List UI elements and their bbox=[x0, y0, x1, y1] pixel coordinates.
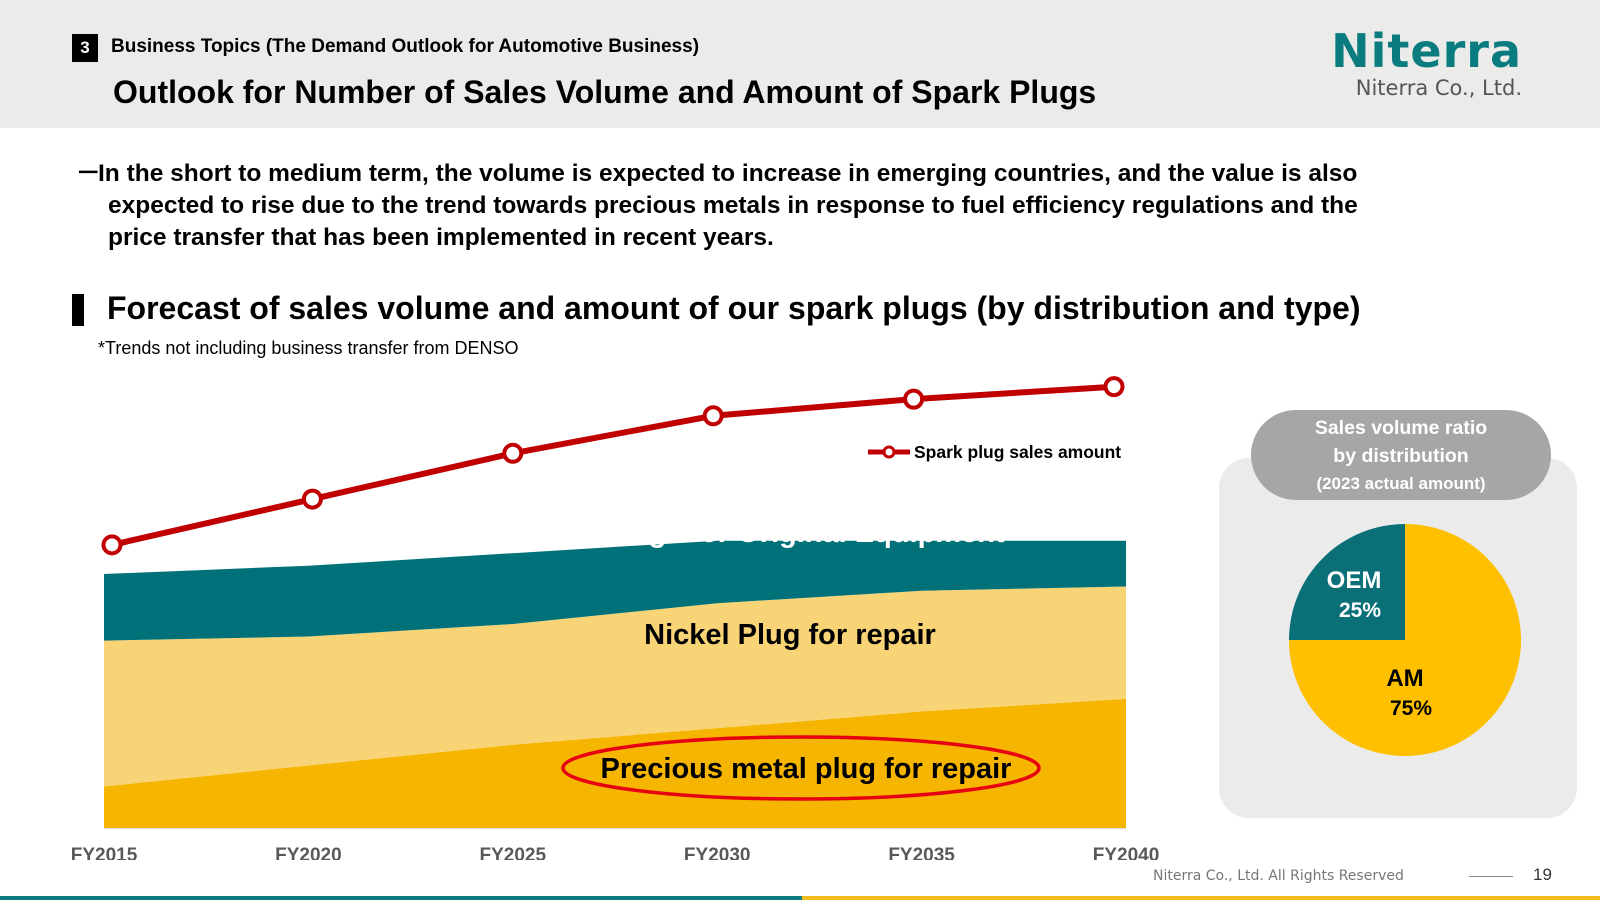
footer-copyright: Niterra Co., Ltd. All Rights Reserved bbox=[1153, 868, 1404, 884]
sales-amount-point bbox=[502, 442, 524, 464]
label-original-equipment: Plugs for Original Equipment bbox=[603, 517, 1005, 549]
area-line-chart: Plugs for Original Equipment Nickel Plug … bbox=[71, 376, 1160, 860]
bottom-bar-teal bbox=[0, 896, 802, 900]
x-tick-label: FY2035 bbox=[888, 845, 955, 860]
x-tick-label: FY2025 bbox=[480, 845, 547, 860]
summary-bullet: － In the short to medium term, the volum… bbox=[76, 158, 1536, 254]
legend-label: Spark plug sales amount bbox=[914, 442, 1121, 462]
distribution-pie-chart: AM 75% OEM 25% bbox=[1289, 524, 1521, 756]
subheading-marker bbox=[72, 294, 84, 326]
company-logo: Niterra Niterra Co., Ltd. bbox=[1331, 26, 1522, 100]
sales-amount-point bbox=[702, 405, 724, 427]
sales-amount-point bbox=[301, 488, 323, 510]
area-original-equipment bbox=[104, 540, 1126, 641]
page-title: Outlook for Number of Sales Volume and A… bbox=[113, 74, 1097, 110]
bottom-bar-gold bbox=[802, 896, 1600, 900]
bullet-line-3: price transfer that has been implemented… bbox=[108, 224, 774, 251]
pie-title-line-2: by distribution bbox=[1333, 445, 1469, 467]
sales-amount-point bbox=[101, 534, 123, 556]
x-tick-label: FY2040 bbox=[1093, 845, 1160, 860]
label-nickel: Nickel Plug for repair bbox=[644, 619, 936, 651]
area-precious-metal bbox=[104, 698, 1126, 828]
pie-title: Sales volume ratio by distribution (2023… bbox=[1251, 410, 1551, 500]
logo-wordmark: Niterra bbox=[1331, 24, 1522, 78]
sales-amount-point bbox=[1103, 376, 1125, 398]
highlight-ellipse bbox=[561, 735, 1041, 801]
pie-slice-oem bbox=[1289, 524, 1405, 640]
section-number-badge: 3 bbox=[72, 34, 98, 62]
sales-amount-point bbox=[903, 388, 925, 410]
legend-marker-swatch bbox=[882, 445, 896, 459]
x-tick-label: FY2015 bbox=[71, 845, 138, 860]
pie-label-oem: OEM bbox=[1327, 567, 1382, 594]
section-title: Business Topics (The Demand Outlook for … bbox=[111, 36, 700, 57]
chart-subheading: Forecast of sales volume and amount of o… bbox=[107, 290, 1361, 326]
header-band: 3 Business Topics (The Demand Outlook fo… bbox=[0, 0, 1600, 128]
area-nickel bbox=[104, 586, 1126, 787]
pie-value-oem: 25% bbox=[1339, 599, 1381, 622]
label-precious-metal: Precious metal plug for repair bbox=[601, 753, 1012, 785]
bullet-dash: － bbox=[76, 160, 101, 187]
bullet-line-1: In the short to medium term, the volume … bbox=[98, 160, 1358, 187]
x-tick-label: FY2030 bbox=[684, 845, 751, 860]
page-number: 19 bbox=[1533, 865, 1552, 884]
pie-title-line-1: Sales volume ratio bbox=[1314, 417, 1488, 439]
footer-divider bbox=[1469, 876, 1513, 877]
pie-value-am: 75% bbox=[1390, 697, 1432, 720]
logo-subtitle: Niterra Co., Ltd. bbox=[1355, 76, 1522, 100]
sales-amount-line bbox=[111, 383, 1115, 548]
pie-label-am: AM bbox=[1386, 665, 1423, 692]
x-tick-label: FY2020 bbox=[275, 845, 342, 860]
footnote: *Trends not including business transfer … bbox=[98, 338, 519, 358]
pie-title-line-3: (2023 actual amount) bbox=[1316, 474, 1486, 493]
bullet-line-2: expected to rise due to the trend toward… bbox=[108, 192, 1358, 219]
